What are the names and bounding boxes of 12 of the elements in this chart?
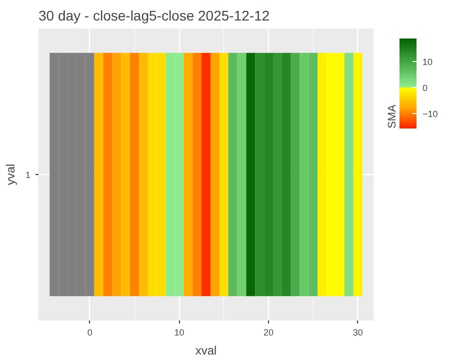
x-tick-label: 20 xyxy=(264,328,274,338)
y-axis-title: yval xyxy=(3,164,18,186)
color-bar-label: 0 xyxy=(422,82,428,93)
color-bar-label: 10 xyxy=(422,56,433,67)
color-bar-label: −10 xyxy=(422,109,438,120)
chart-title: 30 day - close-lag5-close 2025-12-12 xyxy=(38,8,270,24)
x-tick-label: 10 xyxy=(174,328,184,338)
x-tick-label: 0 xyxy=(87,328,92,338)
x-tick-label: 30 xyxy=(352,328,363,338)
x-axis-title: xval xyxy=(195,344,217,358)
color-bar-title: SMA xyxy=(386,104,398,128)
y-tick-label: 1 xyxy=(25,170,31,180)
